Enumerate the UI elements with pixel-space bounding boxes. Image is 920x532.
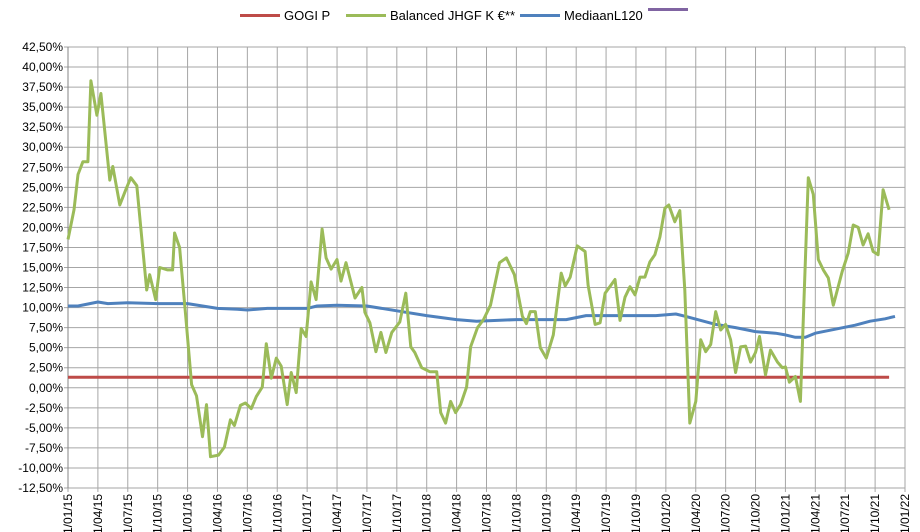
legend-item-unnamed bbox=[648, 8, 692, 11]
x-tick-label: 1/07/17 bbox=[360, 494, 374, 532]
grid bbox=[64, 46, 906, 492]
y-tick-label: 35,00% bbox=[22, 100, 63, 114]
chart-legend: GOGI P Balanced JHGF K €** MediaanL120 bbox=[0, 8, 920, 28]
x-tick-label: 1/01/20 bbox=[659, 494, 673, 532]
x-tick-label: 1/04/19 bbox=[569, 494, 583, 532]
y-tick-label: 17,50% bbox=[22, 240, 63, 254]
x-tick-label: 1/07/19 bbox=[599, 494, 613, 532]
x-tick-label: 1/04/20 bbox=[689, 494, 703, 532]
y-tick-label: -12,50% bbox=[18, 481, 63, 495]
x-tick-label: 1/01/21 bbox=[778, 494, 792, 532]
y-tick-label: 5,00% bbox=[29, 341, 63, 355]
x-tick-label: 1/10/18 bbox=[509, 494, 523, 532]
y-tick-label: 42,50% bbox=[22, 40, 63, 54]
y-tick-label: 12,50% bbox=[22, 281, 63, 295]
x-tick-label: 1/07/16 bbox=[240, 494, 254, 532]
x-axis: 1/01/15 1/04/15 1/07/15 1/10/15 1/01/16 1/04/… bbox=[61, 494, 912, 532]
x-tick-label: 1/01/19 bbox=[539, 494, 553, 532]
legend-swatch bbox=[346, 14, 386, 17]
y-tick-label: 10,00% bbox=[22, 301, 63, 315]
x-tick-label: 1/01/16 bbox=[181, 494, 195, 532]
x-tick-label: 1/10/15 bbox=[151, 494, 165, 532]
series-line-1 bbox=[66, 79, 891, 459]
y-tick-label: 7,50% bbox=[29, 321, 63, 335]
y-tick-label: -2,50% bbox=[25, 401, 63, 415]
legend-label: MediaanL120 bbox=[564, 8, 643, 23]
y-tick-label: 22,50% bbox=[22, 200, 63, 214]
x-tick-label: 1/04/15 bbox=[91, 494, 105, 532]
y-tick-label: 32,50% bbox=[22, 120, 63, 134]
x-tick-label: 1/10/16 bbox=[270, 494, 284, 532]
x-tick-label: 1/10/21 bbox=[868, 494, 882, 532]
legend-label: Balanced JHGF K €** bbox=[390, 8, 516, 23]
y-tick-label: 25,00% bbox=[22, 180, 63, 194]
y-tick-label: -7,50% bbox=[25, 441, 63, 455]
x-tick-label: 1/01/22 bbox=[898, 494, 912, 532]
y-tick-label: 2,50% bbox=[29, 361, 63, 375]
legend-item-mediaan: MediaanL120 bbox=[520, 8, 643, 23]
x-tick-label: 1/07/20 bbox=[719, 494, 733, 532]
y-tick-label: 15,00% bbox=[22, 261, 63, 275]
y-tick-label: 20,00% bbox=[22, 220, 63, 234]
legend-item-balanced: Balanced JHGF K €** bbox=[346, 8, 515, 23]
x-tick-label: 1/01/15 bbox=[61, 494, 75, 532]
y-tick-label: 40,00% bbox=[22, 60, 63, 74]
x-tick-label: 1/04/21 bbox=[808, 494, 822, 532]
x-tick-label: 1/01/18 bbox=[420, 494, 434, 532]
x-tick-label: 1/07/21 bbox=[838, 494, 852, 532]
legend-swatch bbox=[520, 14, 560, 17]
y-tick-label: 0,00% bbox=[29, 381, 63, 395]
y-tick-label: 30,00% bbox=[22, 140, 63, 154]
x-tick-label: 1/04/17 bbox=[330, 494, 344, 532]
x-tick-label: 1/01/17 bbox=[300, 494, 314, 532]
legend-item-gogi-p: GOGI P bbox=[240, 8, 330, 23]
y-tick-label: 37,50% bbox=[22, 80, 63, 94]
legend-swatch bbox=[648, 8, 688, 11]
x-tick-label: 1/10/17 bbox=[390, 494, 404, 532]
legend-label: GOGI P bbox=[284, 8, 331, 23]
x-tick-label: 1/10/20 bbox=[749, 494, 763, 532]
legend-swatch bbox=[240, 14, 280, 17]
series-lines bbox=[66, 79, 896, 459]
x-tick-label: 1/04/18 bbox=[450, 494, 464, 532]
y-tick-label: 27,50% bbox=[22, 160, 63, 174]
y-tick-label: -10,00% bbox=[18, 461, 63, 475]
x-tick-label: 1/07/15 bbox=[121, 494, 135, 532]
y-axis: -12,50% -10,00% -7,50% -5,00% -2,50% 0,00% 2,5… bbox=[18, 40, 63, 495]
x-tick-label: 1/07/18 bbox=[480, 494, 494, 532]
x-tick-label: 1/04/16 bbox=[210, 494, 224, 532]
x-tick-label: 1/10/19 bbox=[629, 494, 643, 532]
y-tick-label: -5,00% bbox=[25, 421, 63, 435]
series-line-2 bbox=[68, 300, 896, 339]
